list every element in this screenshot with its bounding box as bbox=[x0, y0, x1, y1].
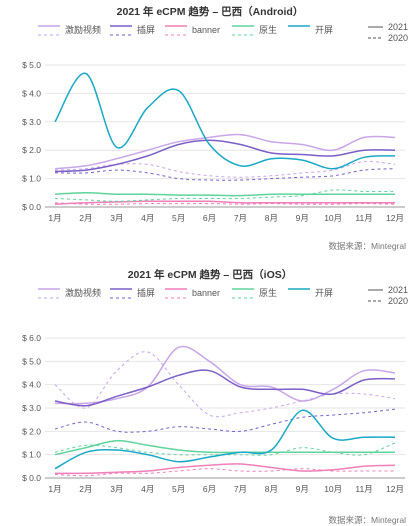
y-tick-label: $ 3.0 bbox=[22, 403, 41, 413]
series-line-2021-2 bbox=[54, 369, 396, 407]
y-tick-label: $ 3.0 bbox=[22, 117, 41, 127]
series-line-2021-0 bbox=[54, 133, 396, 170]
y-tick-label: $ 0.0 bbox=[22, 473, 41, 483]
y-tick-label: $ 6.0 bbox=[22, 333, 41, 343]
x-tick-label: 8月 bbox=[265, 213, 278, 223]
y-tick-label: $ 4.0 bbox=[22, 380, 41, 390]
series-line-2021-0 bbox=[54, 345, 396, 405]
x-tick-label: 5月 bbox=[172, 213, 185, 223]
x-tick-label: 1月 bbox=[48, 484, 61, 494]
x-tick-label: 11月 bbox=[355, 213, 372, 223]
y-tick-label: $ 2.0 bbox=[22, 145, 41, 155]
legend-label: 激励视频 bbox=[65, 24, 101, 35]
chart-title-ios: 2021 年 eCPM 趋势 – 巴西（iOS） bbox=[127, 269, 293, 281]
x-tick-label: 4月 bbox=[141, 213, 154, 223]
y-tick-label: $ 1.0 bbox=[22, 174, 41, 184]
chart-title-android: 2021 年 eCPM 趋势 – 巴西（Android） bbox=[116, 6, 304, 18]
source-label-ios: 数据来源：Mintegral bbox=[328, 515, 406, 525]
series-line-2021-4 bbox=[54, 463, 396, 475]
x-tick-label: 9月 bbox=[296, 484, 309, 494]
year-legend-label: 2021 bbox=[388, 285, 408, 295]
y-tick-label: $ 4.0 bbox=[22, 88, 41, 98]
x-tick-label: 11月 bbox=[355, 484, 372, 494]
series-line-2021-4 bbox=[54, 200, 395, 205]
legend-label: 插屏 bbox=[137, 24, 155, 35]
x-tick-label: 12月 bbox=[386, 484, 404, 494]
series-line-2020-3 bbox=[54, 408, 396, 433]
series-line-2021-6 bbox=[54, 439, 395, 456]
x-tick-label: 6月 bbox=[203, 484, 216, 494]
x-tick-label: 5月 bbox=[172, 484, 185, 494]
x-tick-label: 2月 bbox=[79, 484, 92, 494]
legend-label: 激励视频 bbox=[65, 287, 101, 298]
source-label-android: 数据来源：Mintegral bbox=[328, 241, 406, 251]
series-line-2020-7 bbox=[54, 189, 396, 202]
y-tick-label: $ 1.0 bbox=[22, 450, 41, 460]
x-tick-label: 2月 bbox=[79, 213, 92, 223]
x-tick-label: 10月 bbox=[324, 213, 342, 223]
x-tick-label: 3月 bbox=[110, 213, 123, 223]
legend-label: 开屏 bbox=[315, 288, 333, 298]
x-tick-label: 10月 bbox=[324, 484, 342, 494]
series-line-2020-5 bbox=[54, 468, 395, 477]
chart-panel-ios: 2021 年 eCPM 趋势 – 巴西（iOS） $ 0.0 $ 1.0 $ 2.0… bbox=[0, 263, 420, 526]
year-legend-label: 2020 bbox=[388, 33, 408, 43]
legend-label: 原生 bbox=[259, 287, 277, 298]
legend-label: banner bbox=[192, 25, 220, 35]
series-line-2021-6 bbox=[54, 192, 395, 197]
legend-label: 原生 bbox=[259, 24, 277, 35]
x-tick-label: 1月 bbox=[48, 213, 61, 223]
x-tick-label: 6月 bbox=[203, 213, 216, 223]
y-tick-label: $ 2.0 bbox=[22, 426, 41, 436]
x-tick-label: 4月 bbox=[141, 484, 154, 494]
chart-android: $ 0.0 $ 1.0 $ 2.0 $ 3.0 $ 4.0 $ 5.0 1月 2月 3月 4月 5月… bbox=[22, 22, 408, 223]
x-tick-label: 9月 bbox=[296, 213, 309, 223]
year-legend-label: 2020 bbox=[388, 296, 408, 306]
y-tick-label: $ 5.0 bbox=[22, 60, 41, 70]
y-tick-label: $ 5.0 bbox=[22, 356, 41, 366]
series-line-2020-7 bbox=[54, 442, 396, 456]
legend-label: 开屏 bbox=[315, 25, 333, 35]
series-line-2021-8 bbox=[54, 72, 396, 170]
chart-panel-android: 2021 年 eCPM 趋势 – 巴西（Android） $ 0.0 $ 1.0 $… bbox=[22, 6, 408, 251]
series-line-2021-2 bbox=[54, 139, 396, 173]
series-line-2021-8 bbox=[54, 409, 396, 470]
year-legend-label: 2021 bbox=[388, 22, 408, 32]
x-tick-label: 12月 bbox=[386, 213, 404, 223]
x-tick-label: 8月 bbox=[265, 484, 278, 494]
y-tick-label: $ 0.0 bbox=[22, 202, 41, 212]
x-tick-label: 7月 bbox=[234, 484, 247, 494]
x-tick-label: 7月 bbox=[234, 213, 247, 223]
x-tick-label: 3月 bbox=[110, 484, 123, 494]
series-line-2020-1 bbox=[54, 160, 396, 178]
series-line-2020-5 bbox=[54, 202, 396, 205]
chart-ios: $ 0.0 $ 1.0 $ 2.0 $ 3.0 $ 4.0 $ 5.0 $ 6.0 1月 2月 3… bbox=[22, 285, 408, 494]
series-line-2020-3 bbox=[54, 168, 396, 181]
legend-label: 插屏 bbox=[137, 287, 155, 298]
legend-label: banner bbox=[192, 288, 220, 298]
